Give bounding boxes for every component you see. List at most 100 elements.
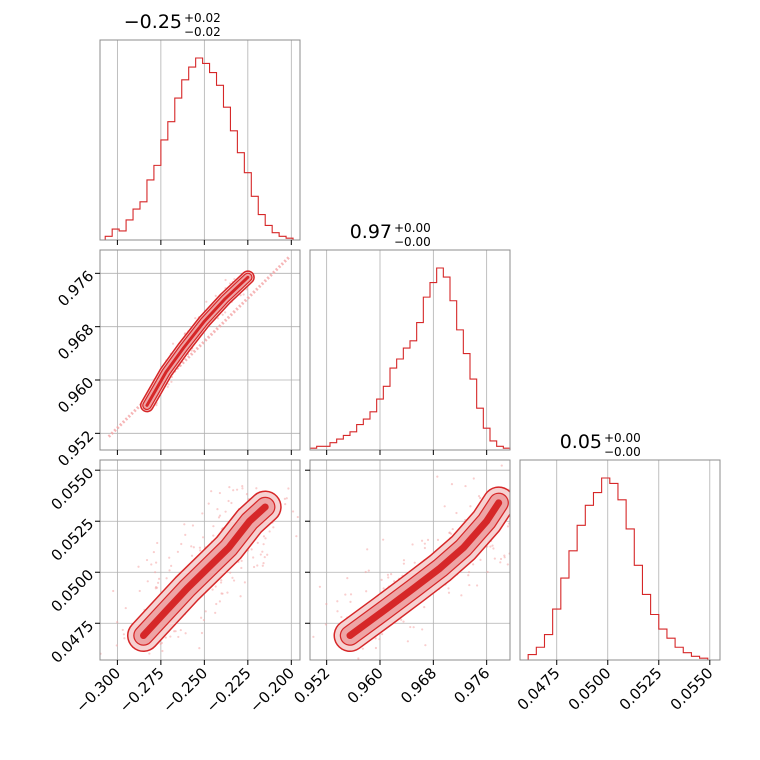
scatter-point [503, 556, 506, 559]
scatter-point [532, 502, 534, 504]
scatter-point [312, 635, 315, 638]
scatter-point [241, 487, 244, 490]
contour-core [346, 499, 503, 640]
scatter-point [218, 514, 222, 517]
scatter-point [116, 621, 119, 624]
scatter-point [381, 633, 384, 636]
scatter-point [336, 600, 339, 603]
scatter-point [378, 638, 381, 641]
scatter-point [198, 647, 201, 650]
scatter-point [235, 488, 239, 491]
scatter-point [115, 644, 118, 647]
scatter-point [184, 632, 187, 635]
scatter-point [393, 580, 396, 583]
scatter-point [287, 487, 290, 490]
scatter-point [450, 483, 454, 486]
scatter-point [212, 525, 215, 528]
scatter-point [97, 560, 99, 562]
scatter-point [315, 499, 317, 501]
x-tick-label: −0.250 [159, 664, 211, 716]
scatter-point [220, 579, 223, 582]
scatter-point [150, 563, 153, 566]
x-tick-label: −0.225 [203, 664, 255, 716]
scatter-point [506, 525, 510, 528]
scatter-point [479, 496, 482, 500]
scatter-point [252, 556, 255, 559]
scatter-point [88, 608, 90, 610]
scatter-point [214, 294, 217, 298]
scatter-point [374, 646, 378, 650]
scatter-point [226, 591, 229, 594]
x-tick-label: 0.976 [450, 664, 493, 707]
scatter-point [252, 565, 256, 569]
scatter-point [344, 593, 347, 596]
scatter-point [443, 505, 446, 508]
panel-frame [99, 39, 301, 241]
scatter-point [479, 558, 482, 561]
scatter-point [214, 585, 217, 588]
scatter-point [499, 561, 502, 564]
scatter-point [173, 630, 176, 633]
scatter-point [337, 661, 339, 663]
scatter-point [207, 502, 210, 505]
pair-panel-1-0 [95, 249, 301, 455]
scatter-point [460, 594, 463, 597]
x-tick-label: −0.275 [116, 664, 168, 716]
scatter-point [137, 565, 140, 568]
y-tick-label: 0.0475 [48, 617, 98, 667]
scatter-point [493, 557, 496, 560]
scatter-point [262, 561, 265, 565]
scatter-point [160, 641, 163, 645]
param-title-0: −0.25 [124, 11, 182, 33]
scatter-point [165, 577, 168, 580]
scatter-point [167, 383, 170, 386]
scatter-point [217, 516, 221, 519]
scatter-point [245, 492, 249, 496]
panel-frame [309, 249, 511, 451]
scatter-point [318, 585, 322, 588]
scatter-point [272, 526, 275, 529]
scatter-point [262, 535, 266, 538]
scatter-point [201, 512, 204, 515]
scatter-point [191, 524, 195, 527]
scatter-point [349, 600, 352, 603]
scatter-point [184, 533, 187, 536]
histogram-2 [520, 477, 720, 661]
scatter-point [221, 313, 224, 316]
panel-frame [99, 249, 301, 451]
panel-frame [519, 459, 721, 661]
scatter-point [477, 494, 481, 498]
scatter-point [447, 587, 450, 590]
scatter-point [200, 616, 203, 619]
scatter-point [340, 615, 343, 619]
scatter-point [224, 311, 227, 314]
scatter-point [507, 522, 510, 525]
scatter-point [242, 293, 245, 296]
scatter-point [421, 628, 424, 631]
x-tick-label: −0.300 [72, 664, 124, 716]
scatter-point [402, 562, 405, 565]
scatter-point [472, 477, 475, 480]
y-tick-label: 0.952 [54, 427, 97, 470]
scatter-point [224, 278, 227, 282]
scatter-point [512, 514, 514, 516]
scatter-point [386, 573, 390, 576]
scatter-point [400, 618, 403, 621]
x-tick-label: 0.952 [290, 664, 333, 707]
param-title-plus-1: +0.00 [394, 221, 431, 235]
scatter-point [283, 497, 286, 500]
scatter-point [212, 534, 215, 537]
scatter-point [261, 564, 264, 567]
scatter-point [205, 300, 208, 303]
scatter-point [124, 606, 127, 610]
scatter-point [296, 515, 299, 519]
scatter-point [155, 561, 158, 564]
scatter-point [171, 342, 175, 345]
param-title-minus-1: −0.00 [394, 235, 431, 249]
scatter-point [230, 501, 233, 505]
scatter-point [522, 530, 524, 532]
scatter-point [365, 590, 368, 593]
scatter-point [420, 539, 424, 542]
y-tick-label: 0.0550 [48, 464, 98, 514]
pair-content [107, 255, 291, 438]
